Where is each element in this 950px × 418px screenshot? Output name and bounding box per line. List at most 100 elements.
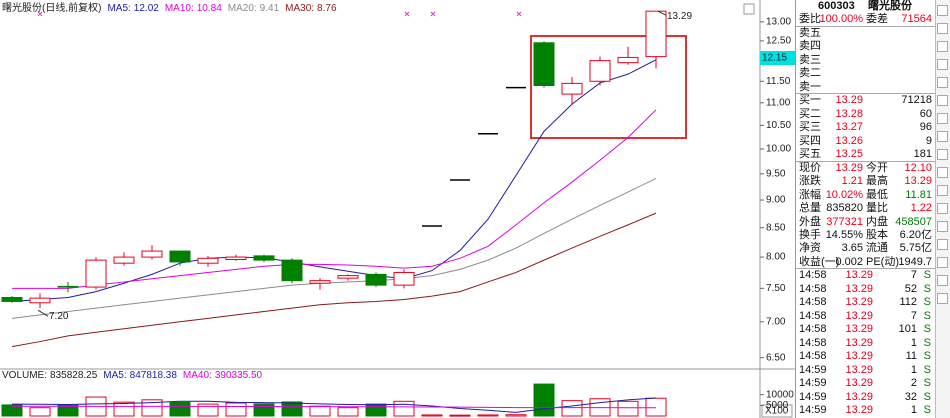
tool-button[interactable] bbox=[937, 239, 948, 250]
ma-line bbox=[11, 59, 657, 302]
volume-bar bbox=[617, 400, 639, 417]
volume-bar bbox=[225, 402, 247, 417]
stat-value: 458507 bbox=[895, 215, 932, 228]
chart-legend: 曙光股份(日线,前复权) MA5: 12.02 MA10: 10.84 MA20: 9.41… bbox=[2, 1, 337, 14]
quote-header: 600303 曙光股份 bbox=[796, 0, 935, 13]
unit-label: X100 bbox=[765, 406, 789, 417]
tool-button[interactable] bbox=[937, 95, 948, 106]
diff-label: 委差 bbox=[866, 13, 888, 26]
volume-bar bbox=[253, 403, 275, 417]
volume-bar bbox=[113, 401, 135, 417]
y-tick-label: 6.50 bbox=[766, 352, 786, 363]
candle-body bbox=[1, 296, 23, 302]
tool-button[interactable] bbox=[937, 257, 948, 268]
tool-button[interactable] bbox=[937, 77, 948, 88]
tool-button[interactable] bbox=[937, 149, 948, 160]
bid-label: 买五 bbox=[799, 148, 821, 161]
tool-button[interactable] bbox=[937, 185, 948, 196]
candle-body bbox=[365, 273, 387, 286]
panel-button[interactable] bbox=[743, 3, 755, 15]
volume-bar bbox=[393, 400, 415, 417]
legend-value: 8.76 bbox=[317, 3, 337, 14]
candle-body bbox=[253, 255, 275, 261]
trade-side: S bbox=[923, 269, 931, 282]
tool-button[interactable] bbox=[937, 221, 948, 232]
trade-volume: 52 bbox=[904, 282, 917, 295]
ask-label: 卖四 bbox=[799, 40, 821, 53]
tool-button[interactable] bbox=[937, 113, 948, 124]
candle-body bbox=[141, 250, 163, 258]
candle-body bbox=[113, 256, 135, 264]
trade-time: 14:58 bbox=[799, 282, 827, 295]
y-tick-label: 11.00 bbox=[766, 97, 791, 108]
volume-bar bbox=[169, 401, 191, 417]
y-tick-label: 7.50 bbox=[766, 283, 786, 294]
stat-row: 收益(一) 0.002 PE(动) 1949.7 bbox=[796, 256, 935, 270]
trade-price: 13.29 bbox=[845, 336, 873, 349]
trade-volume: 32 bbox=[904, 390, 917, 403]
trade-side: S bbox=[923, 282, 931, 295]
tool-button[interactable] bbox=[937, 23, 948, 34]
trade-price: 13.29 bbox=[845, 350, 873, 363]
tool-button[interactable] bbox=[937, 275, 948, 286]
ask-label: 卖五 bbox=[799, 26, 821, 39]
stat-row: 现价 13.29 今开 12.10 bbox=[796, 162, 935, 175]
quote-panel: 600303 曙光股份 委比 100.00% 委差 71564 卖五 卖四 卖三 卖二 卖一 买一 13… bbox=[795, 0, 935, 418]
order-ratio-row: 委比 100.00% 委差 71564 bbox=[796, 13, 935, 27]
tool-button[interactable] bbox=[937, 5, 948, 16]
tool-button[interactable] bbox=[937, 131, 948, 142]
trade-time: 14:58 bbox=[799, 350, 827, 363]
candle-body bbox=[645, 10, 667, 58]
ma-line bbox=[11, 177, 657, 319]
low-label: 7.20 bbox=[49, 311, 69, 322]
candle-body bbox=[169, 250, 191, 263]
candle-body bbox=[57, 285, 79, 288]
trade-price: 13.29 bbox=[845, 363, 873, 376]
trade-volume: 1 bbox=[910, 404, 917, 417]
trade-volume: 7 bbox=[910, 309, 917, 322]
stat-label: 内盘 bbox=[866, 215, 888, 228]
cursor-box bbox=[760, 51, 795, 65]
trade-time: 14:58 bbox=[799, 336, 827, 349]
trade-row: 14:58 13.29 112 S bbox=[796, 296, 935, 309]
ratio-label: 委比 bbox=[799, 13, 821, 26]
trade-row: 14:59 13.29 1 S bbox=[796, 364, 935, 377]
y-tick-label: 8.00 bbox=[766, 252, 786, 263]
stat-value: 10.02% bbox=[825, 188, 863, 201]
stat-value: 14.55% bbox=[825, 228, 863, 241]
trade-time: 14:58 bbox=[799, 296, 827, 309]
stat-label: 流通 bbox=[866, 242, 888, 255]
stock-name: 曙光股份 bbox=[868, 0, 912, 12]
stat-label: 现价 bbox=[799, 161, 821, 174]
stat-value: 6.20亿 bbox=[899, 228, 932, 241]
trade-side: S bbox=[923, 296, 931, 309]
ask-row: 卖一 bbox=[796, 81, 935, 95]
trade-time: 14:58 bbox=[799, 269, 827, 282]
tool-button[interactable] bbox=[937, 41, 948, 52]
candle-body bbox=[337, 275, 359, 279]
high-pointer bbox=[657, 10, 667, 16]
chart-area: 12.15 曙光股份(日线,前复权) MA5: 12.02 MA10: 10.84 MA2… bbox=[0, 0, 795, 418]
candle-body bbox=[281, 259, 303, 282]
volume-bar bbox=[365, 403, 387, 417]
tool-button[interactable] bbox=[937, 293, 948, 304]
y-tick-label: 12.50 bbox=[766, 36, 791, 47]
bid-volume: 181 bbox=[913, 148, 932, 161]
tool-button[interactable] bbox=[937, 167, 948, 178]
stat-label: 股本 bbox=[866, 228, 888, 241]
volume-bar bbox=[477, 414, 499, 417]
stat-label: 量比 bbox=[866, 202, 888, 215]
stat-label: 总量 bbox=[799, 202, 821, 215]
trade-price: 13.29 bbox=[845, 404, 873, 417]
tool-button[interactable] bbox=[937, 59, 948, 70]
bid-row: 买五 13.25 181 bbox=[796, 148, 935, 162]
trade-time: 14:58 bbox=[799, 323, 827, 336]
ratio-value: 100.00% bbox=[819, 13, 863, 26]
trade-time: 14:59 bbox=[799, 390, 827, 403]
y-tick-label: 8.50 bbox=[766, 222, 786, 233]
candle-body bbox=[393, 271, 415, 286]
volume-bar bbox=[141, 399, 163, 417]
trade-side: S bbox=[923, 350, 931, 363]
tool-button[interactable] bbox=[937, 203, 948, 214]
